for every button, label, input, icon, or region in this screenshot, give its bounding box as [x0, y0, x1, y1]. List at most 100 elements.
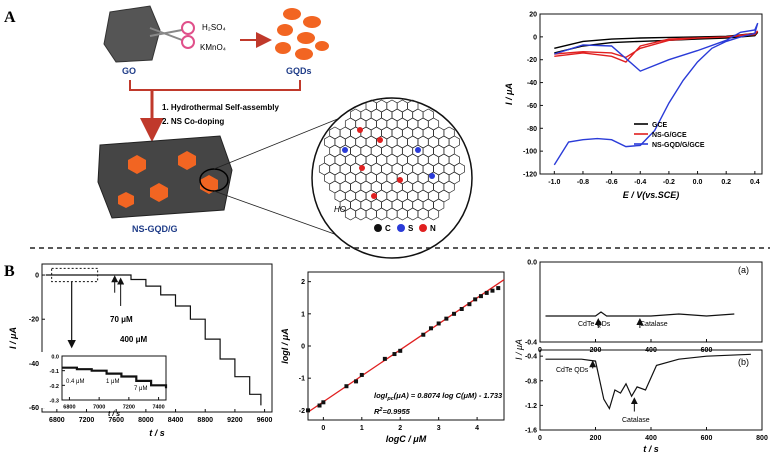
y-tick-label: -100 — [523, 149, 537, 156]
y-tick-label: -0.4 — [525, 354, 537, 361]
data-point — [496, 286, 501, 291]
cell-b-ann-1: CdTe QDs — [556, 367, 589, 374]
y-tick-label: -60 — [527, 103, 537, 110]
heteroatom-dot — [357, 127, 363, 133]
r2-sup: 2 — [378, 407, 382, 413]
y-tick-label: 20 — [529, 12, 537, 19]
calib-equation: logIpc(μA) = 0.8074 log C(μM) - 1.733 R2… — [374, 391, 503, 416]
data-point — [484, 290, 489, 295]
x-tick-label: -0.4 — [634, 179, 646, 186]
calibration-chart: 0 1 2 3 4 2 1 0 -1 -2 logC / μM logI / μA — [280, 271, 505, 444]
x-tick-label: 0.2 — [721, 179, 731, 186]
x-tick-label: 800 — [756, 435, 768, 442]
x-axis-label: t / s — [643, 444, 659, 454]
y-tick-label: -2 — [299, 408, 305, 415]
y-tick-label: -20 — [29, 317, 39, 324]
cv-curve — [554, 31, 759, 54]
amp-ann-70: 70 μM — [110, 315, 133, 324]
eq-prefix: logI — [374, 391, 388, 400]
cell-a-curve — [545, 311, 735, 317]
y-tick-label: 0 — [35, 273, 39, 280]
data-point — [359, 372, 364, 377]
panel-b-label: B — [4, 263, 15, 280]
x-tick-label: 0 — [321, 425, 325, 432]
plot-frame — [539, 261, 763, 343]
plot-frame — [539, 13, 763, 175]
x-tick-label: 9600 — [257, 417, 273, 424]
x-tick-label: 4 — [475, 425, 479, 432]
cell-a-tag: (a) — [738, 265, 749, 275]
x-tick-label: 8800 — [197, 417, 213, 424]
cell-b-curve — [545, 353, 751, 410]
data-point — [444, 316, 449, 321]
go-label: GO — [122, 66, 136, 76]
data-point — [428, 326, 433, 331]
data-point — [459, 307, 464, 311]
data-point — [321, 400, 326, 405]
data-point — [398, 348, 403, 353]
x-tick-label: 6800 — [49, 417, 65, 424]
x-tick-label: -0.2 — [663, 179, 675, 186]
step-1: 1. Hydrothermal Self-assembly — [162, 103, 279, 112]
inset-ann-04: 0.4 μM — [66, 379, 84, 385]
r2-label: R — [374, 407, 380, 416]
cell-a-ann-2: Catalase — [640, 321, 668, 328]
cv-curve — [554, 30, 759, 63]
x-tick-label: 7000 — [93, 405, 105, 411]
element-legend: C S N — [374, 224, 436, 233]
reagent-h2so4: H₂SO₄ — [202, 23, 226, 32]
heteroatom-dot — [377, 137, 383, 143]
gqds-cluster — [275, 8, 329, 60]
x-tick-label: 7400 — [152, 405, 164, 411]
x-axis-label: logC / μM — [386, 434, 427, 444]
x-tick-label: 3 — [437, 425, 441, 432]
heteroatom-dot — [371, 193, 377, 199]
y-tick-label: -0.4 — [525, 340, 537, 347]
amp-curve — [45, 274, 262, 406]
heteroatom-dot — [429, 173, 435, 179]
heteroatom-dot — [415, 147, 421, 153]
y-tick-label: 0 — [533, 34, 537, 41]
inset-curve — [62, 366, 168, 389]
x-tick-label: 7200 — [79, 417, 95, 424]
data-point — [306, 408, 310, 413]
legend-entry: NS-G/GCE — [652, 132, 687, 139]
data-point — [478, 294, 483, 299]
cv-chart: -1.0 -0.8 -0.6 -0.4 -0.2 0.0 0.2 0.4 20 0 -20 -40 -6… — [504, 12, 763, 200]
plot-frame — [539, 349, 763, 431]
y-tick-label: -120 — [523, 172, 537, 179]
plot-frame — [41, 263, 273, 413]
panel-a-label: A — [4, 9, 16, 26]
y-axis-label: I / μA — [504, 83, 514, 105]
x-tick-label: 9200 — [227, 417, 243, 424]
svg-text:logIpc(μA) = 0.8074 log C(μM): logIpc(μA) = 0.8074 log C(μM) - 1.733 — [374, 391, 503, 402]
data-point — [354, 379, 359, 384]
y-tick-label: -1 — [299, 376, 305, 383]
y-axis-label: I / μA — [8, 327, 18, 349]
x-tick-label: 8400 — [168, 417, 184, 424]
product-label: NS-GQD/G — [132, 224, 178, 234]
legend-entry: NS-GQD/G/GCE — [652, 142, 705, 149]
x-tick-label: 0 — [538, 435, 542, 442]
x-tick-label: -0.6 — [606, 179, 618, 186]
amperometry-chart: 6800 7200 7600 8000 8400 8800 9200 9600 0 -20 -40 -… — [8, 263, 273, 438]
x-tick-label: 200 — [590, 435, 602, 442]
zoom-line-2 — [213, 190, 341, 237]
x-tick-label: 0.0 — [693, 179, 703, 186]
eq-rest: (μA) = 0.8074 log C(μM) - 1.733 — [394, 391, 503, 400]
heteroatom-dot — [359, 165, 365, 171]
y-tick-label: 1 — [301, 311, 305, 318]
cell-b-ann-2: Catalase — [622, 417, 650, 424]
y-tick-label: -0.2 — [50, 384, 59, 390]
cell-b-tag: (b) — [738, 357, 749, 367]
y-tick-label: 2 — [301, 279, 305, 286]
x-tick-label: 400 — [645, 435, 657, 442]
x-axis-label: E / V(vs.SCE) — [623, 190, 680, 200]
inset-ann-1: 1 μM — [106, 379, 119, 385]
data-point — [317, 403, 322, 408]
data-point — [467, 302, 472, 307]
y-tick-label: -40 — [29, 361, 39, 368]
legend-entry: GCE — [652, 122, 668, 129]
